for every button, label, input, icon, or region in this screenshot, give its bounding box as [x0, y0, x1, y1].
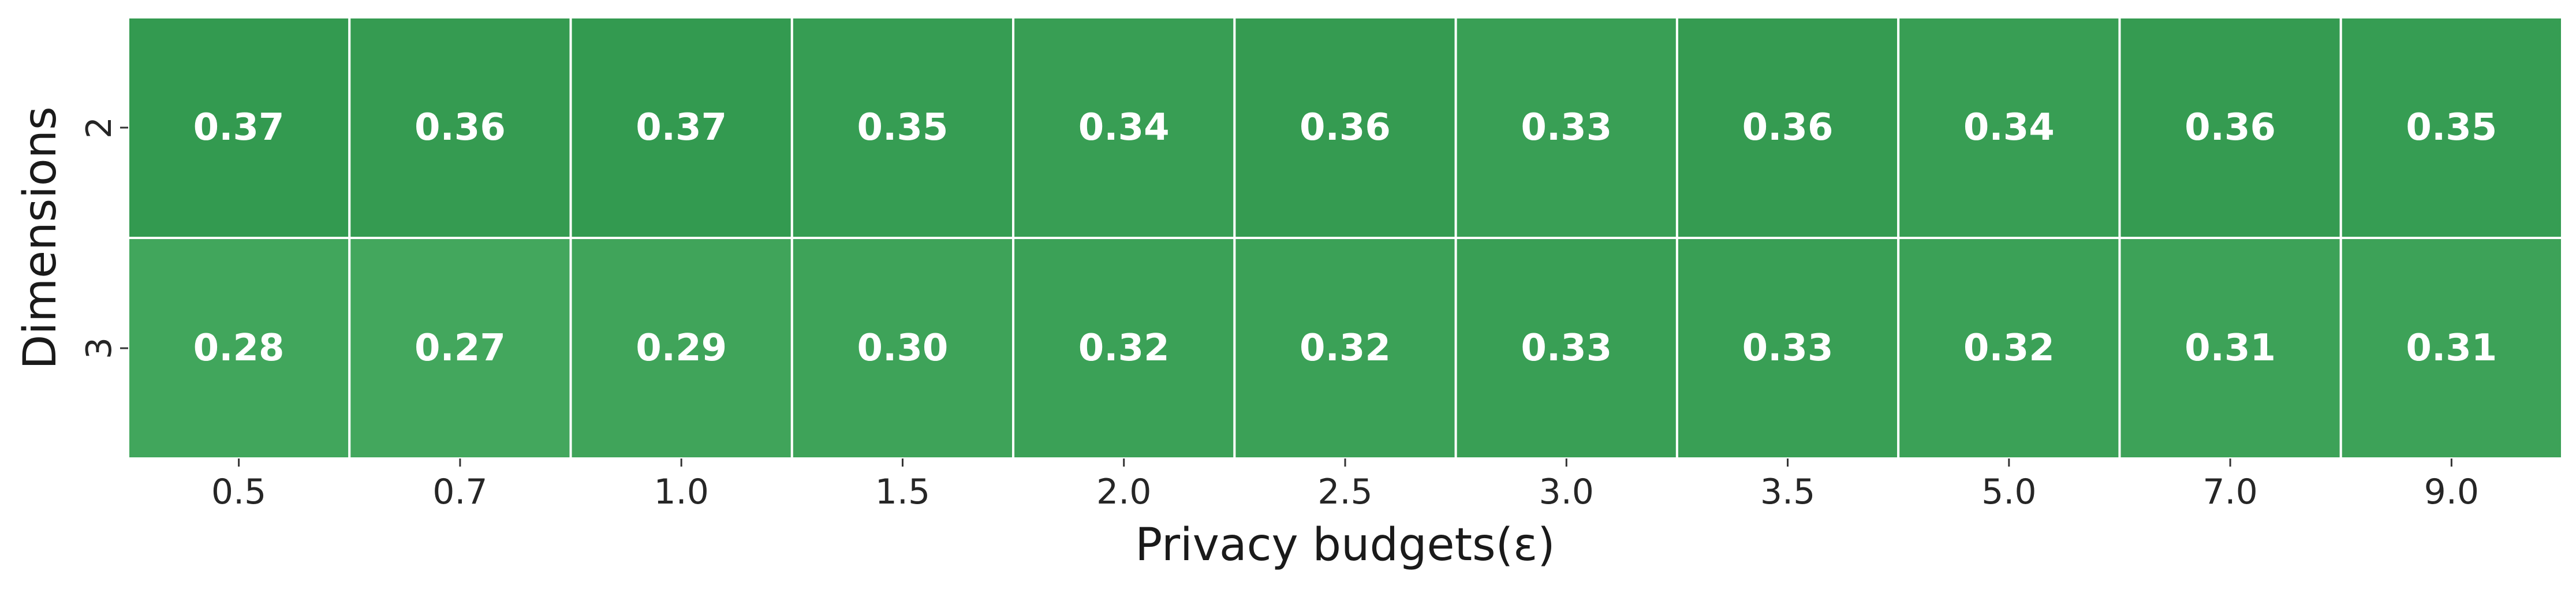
- heatmap-cell: [1675, 237, 1900, 460]
- cell-value-label: 0.32: [1963, 327, 2055, 370]
- heatmap-cell: [348, 16, 572, 239]
- y-tick-label: 2: [79, 117, 120, 139]
- x-tick-label: 7.0: [2202, 472, 2257, 512]
- x-axis-label: Privacy budgets(ε): [1135, 519, 1555, 571]
- cell-value-label: 0.31: [2185, 327, 2276, 370]
- heatmap-cell: [790, 237, 1015, 460]
- cell-value-label: 0.31: [2406, 327, 2497, 370]
- cell-value-label: 0.32: [1078, 327, 1170, 370]
- cell-value-label: 0.35: [2406, 106, 2497, 149]
- heatmap-cell: [2339, 237, 2564, 460]
- cell-value-label: 0.33: [1742, 327, 1834, 370]
- heatmap-cell: [127, 237, 351, 460]
- cell-value-label: 0.37: [193, 106, 285, 149]
- cell-value-label: 0.37: [636, 106, 727, 149]
- x-tick-label: 0.5: [211, 472, 266, 512]
- x-tick-label: 1.5: [875, 472, 930, 512]
- x-tick-label: 3.0: [1539, 472, 1594, 512]
- heatmap-cell: [2339, 16, 2564, 239]
- heatmap-cell: [1012, 237, 1236, 460]
- cell-value-label: 0.28: [193, 327, 285, 370]
- x-tick-label: 3.5: [1760, 472, 1815, 512]
- heatmap-cells: 0.37 0.36 0.37 0.35 0.34 0.36 0.33 0.36 0.34 0.36…: [127, 16, 2564, 460]
- heatmap-cell: [348, 237, 572, 460]
- cell-value-label: 0.35: [857, 106, 949, 149]
- y-tick-labels: 23: [79, 117, 128, 359]
- cell-value-label: 0.29: [636, 327, 727, 370]
- x-tick-label: 1.0: [654, 472, 708, 512]
- heatmap-cell: [1233, 237, 1457, 460]
- y-tick-label: 3: [79, 337, 120, 359]
- heatmap-cell: [1897, 237, 2121, 460]
- cell-value-label: 0.33: [1521, 106, 1612, 149]
- cell-value-label: 0.30: [857, 327, 949, 370]
- cell-value-label: 0.34: [1963, 106, 2055, 149]
- heatmap-cell: [127, 16, 351, 239]
- x-tick-label: 2.5: [1317, 472, 1372, 512]
- cell-value-label: 0.36: [1300, 106, 1391, 149]
- heatmap-cell: [790, 16, 1015, 239]
- heatmap-cell: [1233, 16, 1457, 239]
- heatmap-cell: [2118, 237, 2342, 460]
- cell-value-label: 0.34: [1078, 106, 1170, 149]
- cell-value-label: 0.33: [1521, 327, 1612, 370]
- heatmap-cell: [569, 237, 793, 460]
- x-tick-label: 5.0: [1981, 472, 2036, 512]
- heatmap-cell: [1454, 237, 1678, 460]
- heatmap-cell: [1675, 16, 1900, 239]
- x-tick-label: 2.0: [1096, 472, 1151, 512]
- cell-value-label: 0.32: [1300, 327, 1391, 370]
- y-axis-label: Dimensions: [14, 106, 66, 369]
- heatmap-cell: [1012, 16, 1236, 239]
- x-tick-labels: 0.5 0.7 1.0 1.5 2.0 2.5 3.0 3.5 5.0 7.0 9.0: [211, 458, 2479, 512]
- cell-value-label: 0.36: [1742, 106, 1834, 149]
- heatmap-cell: [2118, 16, 2342, 239]
- x-tick-label: 0.7: [432, 472, 487, 512]
- x-tick-label: 9.0: [2424, 472, 2479, 512]
- cell-value-label: 0.27: [415, 327, 506, 370]
- cell-value-label: 0.36: [2185, 106, 2276, 149]
- cell-value-label: 0.36: [415, 106, 506, 149]
- heatmap-cell: [569, 16, 793, 239]
